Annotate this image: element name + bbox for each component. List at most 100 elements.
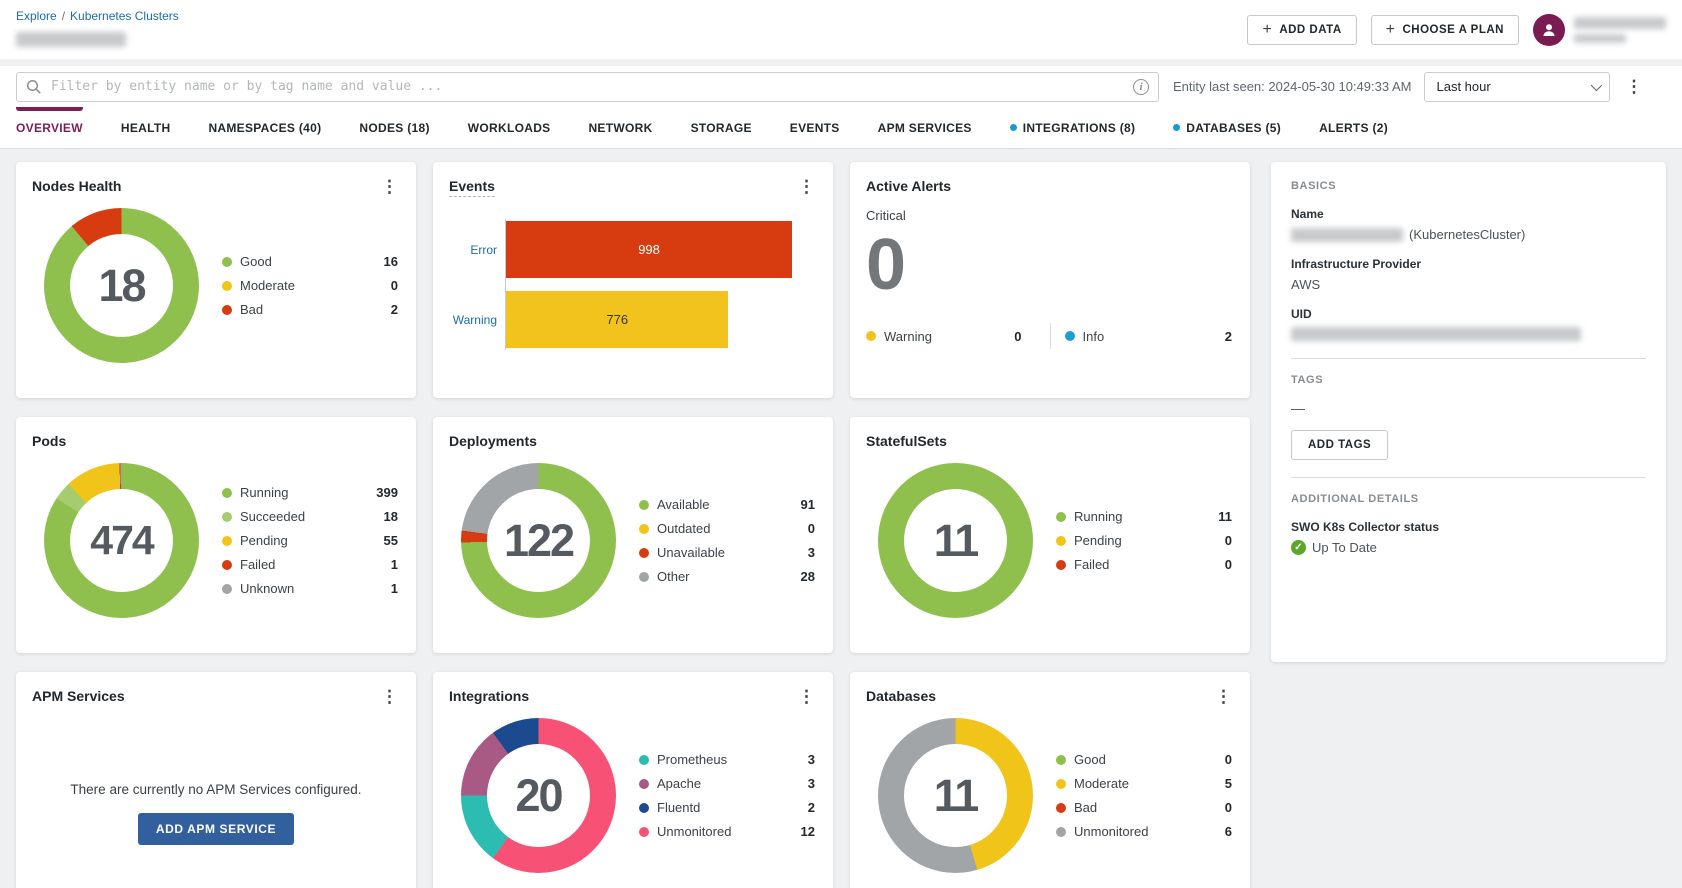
cards-row-1: Nodes Health ⋮ 18 Good 16 Moderate 0 Bad 2 … <box>16 162 1666 398</box>
donut-total: 11 <box>933 769 980 821</box>
kebab-menu-icon[interactable]: ⋮ <box>381 687 398 706</box>
active-tab-indicator <box>16 107 83 111</box>
legend-dot-icon <box>222 280 232 291</box>
legend-dot-icon <box>639 802 649 813</box>
tab-databases[interactable]: DATABASES (5) <box>1173 107 1281 148</box>
kebab-menu-icon[interactable]: ⋮ <box>798 687 815 706</box>
user-menu[interactable] <box>1533 14 1666 46</box>
legend-item: Outdated 0 <box>639 521 815 536</box>
active-alerts-card: Active Alerts Critical 0 Warning 0 Info … <box>850 162 1250 398</box>
toolbar-kebab-menu-icon[interactable]: ⋮ <box>1625 77 1643 96</box>
filter-toolbar: i Entity last seen: 2024-05-30 10:49:33 … <box>0 66 1682 107</box>
legend-item: Prometheus 3 <box>639 752 815 767</box>
legend-item: Fluentd 2 <box>639 800 815 815</box>
donut-total: 11 <box>933 514 980 566</box>
alert-legend: Warning 0 Info 2 <box>866 323 1234 349</box>
bar-labels: Error Warning <box>449 219 505 350</box>
legend-item: Failed 1 <box>222 557 398 572</box>
tab-health[interactable]: HEALTH <box>120 120 171 135</box>
databases-donut-chart[interactable]: 11 <box>878 718 1033 873</box>
legend: Good 16 Moderate 0 Bad 2 <box>222 254 400 317</box>
legend-item: Running 11 <box>1056 509 1232 524</box>
legend-dot-icon <box>1056 511 1066 522</box>
breadcrumb-kubernetes-clusters-link[interactable]: Kubernetes Clusters <box>70 9 179 23</box>
legend-dot-icon <box>639 499 649 510</box>
filter-search-input[interactable] <box>16 71 1159 102</box>
legend-dot-icon <box>1056 754 1066 765</box>
legend-dot-icon <box>1056 535 1066 546</box>
breadcrumb: Explore / Kubernetes Clusters <box>16 9 179 23</box>
add-tags-button[interactable]: ADD TAGS <box>1291 430 1389 460</box>
kebab-menu-icon[interactable]: ⋮ <box>1215 687 1232 706</box>
dashboard-content: Nodes Health ⋮ 18 Good 16 Moderate 0 Bad 2 … <box>0 149 1682 888</box>
notification-dot-icon <box>1173 124 1181 131</box>
collector-status-label: SWO K8s Collector status <box>1291 520 1440 534</box>
add-data-button[interactable]: + ADD DATA <box>1247 15 1357 45</box>
user-avatar[interactable] <box>1533 14 1565 46</box>
breadcrumb-explore-link[interactable]: Explore <box>16 9 57 23</box>
basics-section-header: BASICS <box>1291 180 1337 192</box>
legend: Running 11 Pending 0 Failed 0 <box>1056 509 1234 572</box>
events-title-link[interactable]: Events <box>449 178 495 197</box>
redacted-uid <box>1291 327 1581 341</box>
tab-apm-services[interactable]: APM SERVICES <box>877 120 972 135</box>
legend-dot-icon <box>639 547 649 558</box>
statefulsets-donut-chart[interactable]: 11 <box>878 463 1033 618</box>
tab-alerts[interactable]: ALERTS (2) <box>1319 120 1389 135</box>
kebab-menu-icon[interactable]: ⋮ <box>798 177 815 196</box>
error-label-link[interactable]: Error <box>470 242 497 257</box>
tab-overview[interactable]: OVERVIEW <box>16 107 83 148</box>
tab-nodes[interactable]: NODES (18) <box>359 120 430 135</box>
divider <box>1049 323 1051 349</box>
choose-a-plan-button[interactable]: + CHOOSE A PLAN <box>1370 15 1519 45</box>
tab-workloads[interactable]: WORKLOADS <box>467 120 551 135</box>
integrations-donut-chart[interactable]: 20 <box>461 718 616 873</box>
deployments-donut-chart[interactable]: 122 <box>461 463 616 618</box>
nodes-health-card: Nodes Health ⋮ 18 Good 16 Moderate 0 Bad 2 <box>16 162 416 398</box>
info-icon[interactable]: i <box>1133 78 1149 95</box>
tags-section-header: TAGS <box>1291 374 1324 386</box>
statefulsets-card: StatefulSets 11 Running 11 Pending 0 Faile… <box>850 417 1250 653</box>
tab-network[interactable]: NETWORK <box>588 120 653 135</box>
redacted-cluster-name <box>1291 227 1403 242</box>
legend-dot-icon <box>1056 826 1066 837</box>
tab-events[interactable]: EVENTS <box>789 120 840 135</box>
nodes-health-donut-chart[interactable]: 18 <box>44 208 199 363</box>
critical-count: 0 <box>866 225 906 305</box>
kebab-menu-icon[interactable]: ⋮ <box>381 177 398 196</box>
tab-storage[interactable]: STORAGE <box>690 120 752 135</box>
legend-dot-icon <box>222 559 232 570</box>
events-bar-chart: Error Warning 998 776 <box>449 219 817 350</box>
provider-value: AWS <box>1291 277 1321 292</box>
legend-dot-icon <box>222 304 232 315</box>
warning-alerts: Warning 0 <box>866 329 1036 344</box>
legend-dot-icon <box>222 487 232 498</box>
add-apm-service-button[interactable]: ADD APM SERVICE <box>137 813 295 845</box>
legend: Available 91 Outdated 0 Unavailable 3 Other… <box>639 497 817 584</box>
name-label: Name <box>1291 207 1324 221</box>
deployments-card: Deployments 122 Available 91 Outdated 0 Un… <box>433 417 833 653</box>
legend-item: Moderate 0 <box>222 278 398 293</box>
name-field: Name (KubernetesCluster) <box>1291 207 1646 242</box>
tab-namespaces[interactable]: NAMESPACES (40) <box>208 120 322 135</box>
card-title: Integrations <box>449 688 530 704</box>
tags-empty-value: — <box>1291 400 1305 416</box>
donut-total: 20 <box>515 769 563 821</box>
legend: Good 0 Moderate 5 Bad 0 Unmonitored 6 <box>1056 752 1234 839</box>
card-title: Nodes Health <box>32 178 122 194</box>
warning-label-link[interactable]: Warning <box>452 312 497 327</box>
time-range-select[interactable]: Last hour <box>1423 71 1610 102</box>
pods-donut-chart[interactable]: 474 <box>44 463 199 618</box>
warning-bar[interactable]: 776 <box>506 291 729 348</box>
donut-total: 122 <box>503 514 575 566</box>
error-bar[interactable]: 998 <box>506 221 793 278</box>
legend-dot-icon <box>222 511 232 522</box>
legend-item: Good 0 <box>1056 752 1232 767</box>
cards-row-3: APM Services ⋮ There are currently no AP… <box>16 672 1666 888</box>
divider <box>1291 477 1646 478</box>
entity-filter: i <box>16 71 1159 102</box>
legend-dot-icon <box>639 571 649 582</box>
legend-dot-icon <box>1056 778 1066 789</box>
tab-integrations[interactable]: INTEGRATIONS (8) <box>1009 107 1136 148</box>
legend-item: Available 91 <box>639 497 815 512</box>
